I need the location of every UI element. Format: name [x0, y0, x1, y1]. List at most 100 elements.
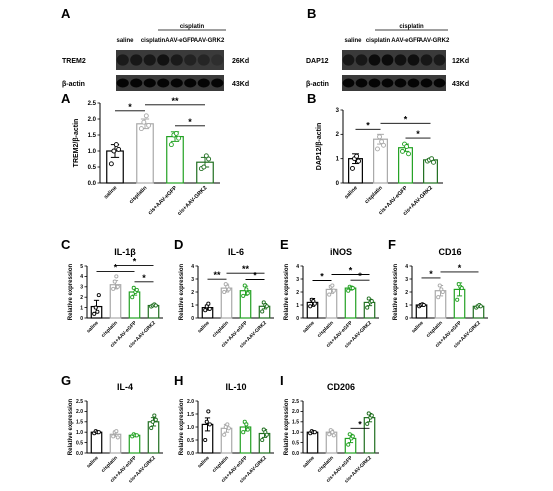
- data-point: [115, 284, 120, 289]
- x-category-label: cisplatin: [100, 320, 119, 339]
- y-tick-label: 1: [336, 156, 340, 162]
- blot-lane-label: saline: [116, 38, 134, 44]
- blot-lane-label: saline: [344, 38, 362, 44]
- x-category-label: cisplatin: [316, 455, 335, 474]
- data-point: [146, 122, 152, 128]
- blot-band: [116, 78, 129, 88]
- y-axis-label: Relative expression: [179, 398, 185, 455]
- x-category-label: saline: [302, 320, 316, 334]
- y-tick-label: 2: [296, 290, 299, 296]
- bar-cisplatin: [136, 123, 154, 184]
- data-point: [245, 427, 250, 432]
- significance-label: *: [114, 262, 118, 272]
- data-point: [206, 156, 212, 162]
- y-tick-label: 0.5: [76, 440, 83, 446]
- data-point: [260, 309, 265, 314]
- y-tick-label: 0: [336, 181, 340, 187]
- significance-label: *: [416, 129, 420, 139]
- data-point: [113, 142, 119, 148]
- y-tick-label: 0.0: [292, 451, 299, 457]
- y-tick-label: 0: [80, 316, 83, 322]
- y-tick-label: 0: [405, 316, 408, 322]
- y-tick-label: 0.5: [292, 440, 299, 446]
- data-point: [173, 130, 179, 136]
- significance-label: *: [358, 271, 362, 281]
- bar-saline: [306, 431, 319, 454]
- data-point: [377, 134, 382, 140]
- blot-band: [170, 78, 183, 88]
- blot-band: [157, 78, 170, 88]
- data-point: [429, 156, 435, 162]
- x-category-label: saline: [103, 185, 118, 200]
- blot-row-name: DAP12: [306, 58, 329, 65]
- blot-row-size: 43Kd: [232, 81, 249, 88]
- blot-band: [433, 54, 446, 66]
- blot-band: [211, 54, 224, 66]
- blot-lane-label: cisplatin: [141, 38, 166, 44]
- significance-label: *: [458, 263, 462, 273]
- data-point: [203, 153, 209, 159]
- blot-band: [342, 78, 355, 88]
- blot-image-background: [116, 50, 224, 70]
- y-tick-label: 1: [191, 303, 194, 309]
- data-point: [308, 304, 313, 309]
- data-point: [350, 286, 355, 291]
- blot-band: [355, 78, 368, 88]
- y-tick-label: 2: [405, 290, 408, 296]
- y-tick-label: 1.0: [187, 425, 194, 431]
- blot-band: [157, 54, 170, 66]
- significance-label: **: [213, 270, 221, 280]
- x-category-label: cisplatin: [128, 185, 148, 205]
- y-tick-label: 4: [80, 274, 83, 280]
- y-axis-label: TREM2/β-actin: [73, 119, 80, 168]
- data-point: [108, 161, 114, 167]
- y-tick-label: 2.0: [292, 409, 299, 415]
- data-point: [138, 126, 144, 132]
- bar-saline: [90, 431, 103, 454]
- blot-band: [420, 78, 433, 88]
- y-tick-label: 1.5: [187, 412, 194, 418]
- blot-band: [381, 78, 394, 88]
- significance-label: *: [366, 120, 370, 130]
- data-point: [437, 283, 442, 288]
- y-axis-label: Relative expression: [68, 263, 74, 320]
- significance-label: **: [171, 96, 179, 106]
- data-point: [141, 119, 147, 125]
- y-tick-label: 3: [191, 277, 194, 283]
- chart-title: IL-10: [225, 382, 246, 392]
- blot-band: [197, 54, 210, 66]
- x-category-label: saline: [197, 455, 211, 469]
- y-tick-label: 2.0: [187, 399, 194, 405]
- data-point: [244, 287, 249, 292]
- y-axis-label: Relative expression: [284, 398, 290, 455]
- blot-band: [130, 78, 143, 88]
- blot-band: [381, 54, 394, 66]
- data-point: [203, 437, 208, 443]
- chart-panel-F: F CD16 0 1 2 3 4 Relative expression saline cispl…: [388, 237, 488, 349]
- data-point: [111, 148, 117, 154]
- data-point: [354, 153, 360, 159]
- x-category-label: cis+AAV-GRK2: [177, 185, 209, 217]
- y-tick-label: 1: [80, 305, 83, 311]
- blot-lane-label: AAV-GRK2: [194, 38, 225, 44]
- y-tick-label: 1.5: [292, 420, 299, 426]
- blot-row-name: β-actin: [306, 81, 329, 88]
- x-category-label: cis+AAV-eGFP: [147, 185, 178, 216]
- panel-label-B: B: [307, 6, 316, 21]
- data-point: [260, 437, 265, 443]
- y-tick-label: 1.5: [76, 420, 83, 426]
- data-point: [264, 432, 269, 437]
- x-category-label: saline: [344, 185, 359, 200]
- data-point: [366, 411, 371, 416]
- blot-lane-label: AAV-eGFP: [165, 38, 195, 44]
- data-point: [112, 279, 117, 284]
- data-point: [440, 289, 445, 295]
- panel-label-F: F: [388, 237, 396, 252]
- data-point: [92, 311, 97, 316]
- data-point: [459, 286, 464, 291]
- blot-lane-label: cisplatin: [366, 38, 391, 44]
- data-point: [96, 293, 101, 298]
- data-point: [478, 304, 483, 309]
